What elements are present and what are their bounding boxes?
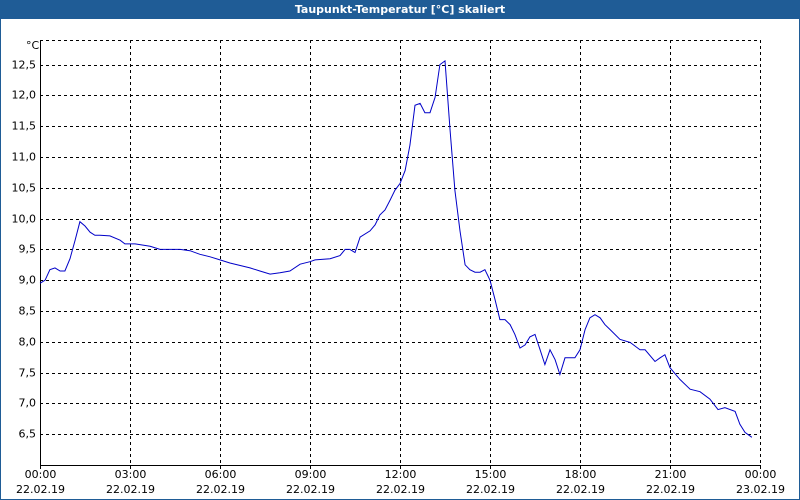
x-tick-label: 00:00 [25,468,57,481]
y-tick-label: 10,0 [12,213,37,226]
x-tick-label: 15:00 [475,468,507,481]
y-tick-label: 8,0 [19,336,37,349]
y-tick-label: 8,5 [19,305,37,318]
y-tick-label: 7,0 [19,397,37,410]
y-tick-label: 9,5 [19,243,37,256]
x-tick-date: 22.02.19 [16,483,65,496]
x-tick-date: 22.02.19 [106,483,155,496]
x-tick-label: 21:00 [655,468,687,481]
y-tick-label: 12,5 [12,59,37,72]
x-tick-date: 22.02.19 [196,483,245,496]
x-tick-date: 22.02.19 [376,483,425,496]
x-tick-date: 22.02.19 [646,483,695,496]
x-tick-label: 03:00 [115,468,147,481]
x-tick-date: 23.02.19 [736,483,785,496]
x-tick-label: 09:00 [295,468,327,481]
x-tick-label: 12:00 [385,468,417,481]
y-tick-label: 10,5 [12,182,37,195]
data-line [39,59,753,438]
x-tick-date: 22.02.19 [466,483,515,496]
title-bar [0,0,800,19]
x-tick-label: 18:00 [565,468,597,481]
y-tick-label: 6,5 [19,428,37,441]
x-tick-label: 06:00 [205,468,237,481]
y-tick-label: 7,5 [19,367,37,380]
chart-title: Taupunkt-Temperatur [°C] skaliert [295,3,505,16]
y-axis-label: °C [26,39,40,52]
y-tick-label: 11,5 [12,120,37,133]
x-tick-date: 22.02.19 [556,483,605,496]
y-tick-label: 12,0 [12,89,37,102]
x-tick-date: 22.02.19 [286,483,335,496]
x-tick-label: 00:00 [745,468,777,481]
y-tick-label: 9,0 [19,274,37,287]
y-tick-label: 11,0 [12,151,37,164]
